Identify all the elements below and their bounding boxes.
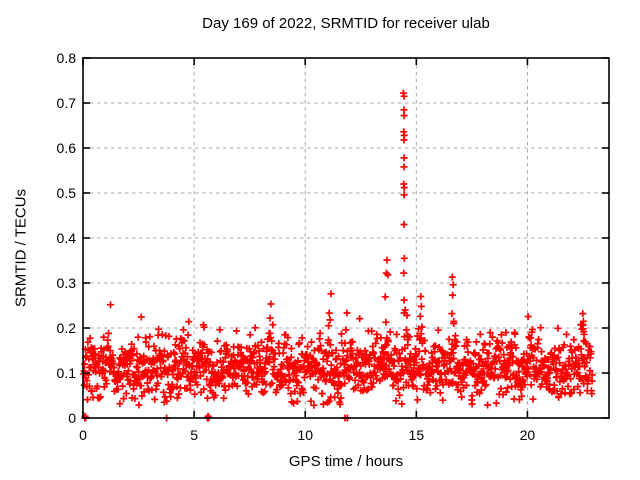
- x-tick-label: 10: [297, 427, 313, 443]
- tick-labels: 0 5 10 15 20 0 0.1 0.2 0.3 0.4 0.5 0.6 0.7 0.8: [57, 50, 536, 443]
- y-tick-label: 0.1: [57, 365, 77, 381]
- axis-ticks: [82, 57, 609, 419]
- y-tick-label: 0.8: [57, 50, 77, 66]
- x-tick-label: 20: [520, 427, 536, 443]
- y-tick-label: 0.5: [57, 185, 77, 201]
- y-tick-label: 0: [68, 410, 76, 426]
- x-tick-label: 0: [79, 427, 87, 443]
- y-tick-label: 0.7: [57, 95, 77, 111]
- data-points: [80, 89, 596, 422]
- y-tick-label: 0.3: [57, 275, 77, 291]
- y-tick-label: 0.4: [57, 230, 77, 246]
- y-tick-label: 0.2: [57, 320, 77, 336]
- x-tick-label: 5: [190, 427, 198, 443]
- y-tick-label: 0.6: [57, 140, 77, 156]
- x-tick-label: 15: [409, 427, 425, 443]
- chart-title: Day 169 of 2022, SRMTID for receiver ula…: [202, 15, 490, 32]
- x-axis-label: GPS time / hours: [288, 453, 404, 470]
